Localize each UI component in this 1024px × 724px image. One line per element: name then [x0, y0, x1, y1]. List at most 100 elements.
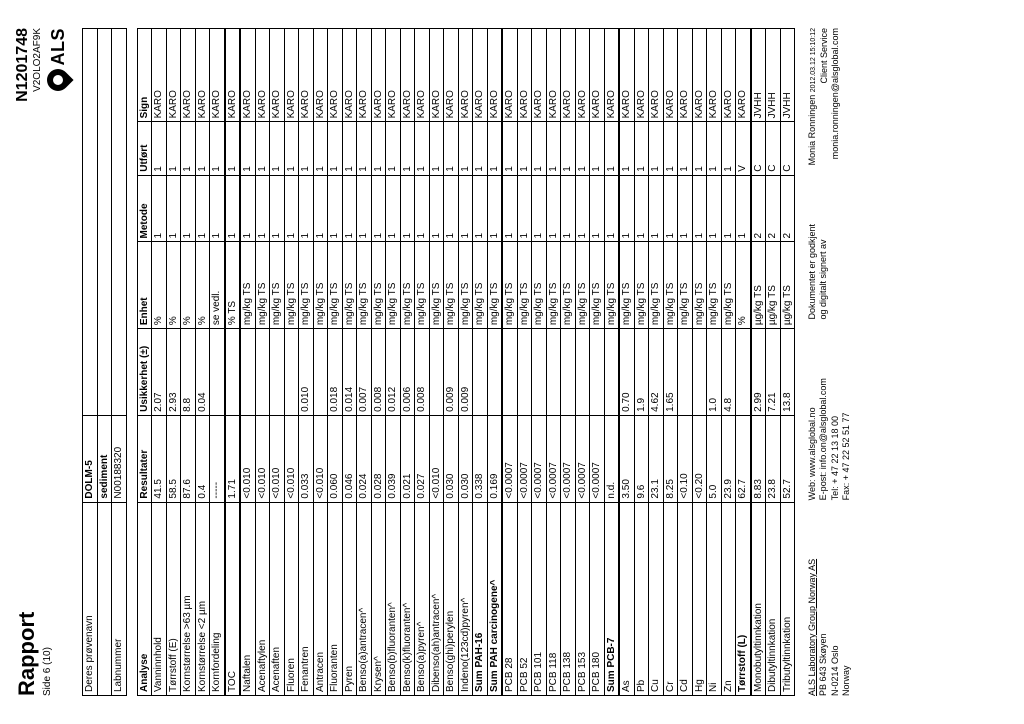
- contact-tel: Tel: + 47 22 13 18 00: [830, 378, 841, 500]
- cell-m: 1: [502, 175, 517, 242]
- table-row: Tørrstoff (E)58.52.93%11KARO: [166, 29, 181, 696]
- cell-r: 0.024: [357, 415, 372, 502]
- cell-r: 0.338: [473, 415, 488, 502]
- cell-m: 1: [707, 175, 722, 242]
- cell-e: se vedl.: [210, 242, 225, 329]
- page-indicator: Side 6 (10): [42, 612, 53, 696]
- footer: ALS Laboratory Group Norway AS PB 643 Sk…: [807, 28, 852, 696]
- sample-name: DOLM-5: [83, 415, 98, 502]
- cell-e: mg/kg TS: [240, 242, 255, 329]
- cell-m: 1: [166, 175, 181, 242]
- cell-s: KARO: [166, 29, 181, 122]
- cell-r: <0.0007: [502, 415, 517, 502]
- cell-u: 0.009: [444, 329, 459, 416]
- cell-f: 1: [195, 122, 210, 175]
- als-logo: ALS: [47, 28, 69, 92]
- cell-e: %: [166, 242, 181, 329]
- cell-m: 1: [678, 175, 693, 242]
- cell-m: 1: [270, 175, 285, 242]
- cell-u: 1.65: [663, 329, 678, 416]
- cell-r: <0.0007: [590, 415, 605, 502]
- sample-label: Deres prøvenavn: [83, 502, 98, 695]
- cell-s: KARO: [487, 29, 502, 122]
- results-table: Analyse Resultater Usikkerhet (±) Enhet …: [137, 28, 796, 696]
- cell-a: Dibenso(ah)antracen^: [429, 502, 444, 695]
- cell-e: mg/kg TS: [284, 242, 299, 329]
- sample-row: Deres prøvenavn DOLM-5: [83, 29, 98, 696]
- cell-m: 1: [575, 175, 590, 242]
- cell-a: Monobutyltinnkation: [751, 502, 766, 695]
- cell-u: 0.006: [400, 329, 415, 416]
- contact-web: Web: www.alsglobal.no: [807, 378, 818, 500]
- cell-r: <0.010: [429, 415, 444, 502]
- cell-e: mg/kg TS: [400, 242, 415, 329]
- cell-f: C: [766, 122, 781, 175]
- cell-a: Benso(b)fluoranten^: [386, 502, 401, 695]
- footer-contact: Web: www.alsglobal.no E-post: info.on@al…: [807, 378, 852, 500]
- table-row: Benso(a)antracen^0.0240.007mg/kg TS11KAR…: [357, 29, 372, 696]
- cell-u: [225, 329, 241, 416]
- table-row: Dibenso(ah)antracen^<0.010mg/kg TS11KARO: [429, 29, 444, 696]
- table-row: Acenaftylen<0.010mg/kg TS11KARO: [255, 29, 270, 696]
- cell-u: 13.8: [780, 329, 795, 416]
- cell-r: <0.0007: [575, 415, 590, 502]
- cell-e: mg/kg TS: [590, 242, 605, 329]
- cell-e: mg/kg TS: [604, 242, 619, 329]
- table-row: PCB 138<0.0007mg/kg TS11KARO: [561, 29, 576, 696]
- cell-r: 1.71: [225, 415, 241, 502]
- cell-r: n.d.: [604, 415, 619, 502]
- cell-s: KARO: [386, 29, 401, 122]
- cell-a: Sum PAH-16: [473, 502, 488, 695]
- sign-timestamp: 2012.03.12 15:10:12: [810, 28, 817, 92]
- cell-r: <0.010: [284, 415, 299, 502]
- cell-r: 0.060: [328, 415, 343, 502]
- cell-s: KARO: [517, 29, 532, 122]
- cell-e: µg/kg TS: [766, 242, 781, 329]
- cell-u: 0.018: [328, 329, 343, 416]
- cell-s: KARO: [152, 29, 167, 122]
- cell-r: 52.7: [780, 415, 795, 502]
- table-body: Vanninnhold41.52.07%11KAROTørrstoff (E)5…: [152, 29, 795, 696]
- cell-r: 0.028: [371, 415, 386, 502]
- table-row: Pb9.61.9mg/kg TS11KARO: [634, 29, 649, 696]
- cell-u: [532, 329, 547, 416]
- cell-e: mg/kg TS: [575, 242, 590, 329]
- contact-fax: Fax: + 47 22 52 51 77: [841, 378, 852, 500]
- table-row: PCB 101<0.0007mg/kg TS11KARO: [532, 29, 547, 696]
- cell-u: 7.21: [766, 329, 781, 416]
- table-row: As3.500.70mg/kg TS11KARO: [619, 29, 634, 696]
- cell-m: 1: [546, 175, 561, 242]
- cell-m: 1: [328, 175, 343, 242]
- table-row: Tørrstoff (L)62.7%1VKARO: [736, 29, 751, 696]
- cell-u: [604, 329, 619, 416]
- cell-a: Tributyltinnkation: [780, 502, 795, 695]
- table-row: Vanninnhold41.52.07%11KARO: [152, 29, 167, 696]
- cell-e: mg/kg TS: [721, 242, 736, 329]
- cell-empty: [97, 502, 112, 695]
- cell-m: 1: [487, 175, 502, 242]
- table-row: Acenaften<0.010mg/kg TS11KARO: [270, 29, 285, 696]
- cell-e: mg/kg TS: [255, 242, 270, 329]
- cell-f: 1: [707, 122, 722, 175]
- cell-s: KARO: [619, 29, 634, 122]
- cell-e: %: [736, 242, 751, 329]
- cell-f: 1: [473, 122, 488, 175]
- table-header-row: Analyse Resultater Usikkerhet (±) Enhet …: [137, 29, 152, 696]
- cell-m: 1: [444, 175, 459, 242]
- company-addr2: N-0214 Oslo: [830, 559, 841, 696]
- cell-e: mg/kg TS: [634, 242, 649, 329]
- cell-a: PCB 118: [546, 502, 561, 695]
- col-enhet: Enhet: [137, 242, 152, 329]
- cell-r: 9.6: [634, 415, 649, 502]
- cell-u: [473, 329, 488, 416]
- table-row: PCB 28<0.0007mg/kg TS11KARO: [502, 29, 517, 696]
- cell-f: 1: [590, 122, 605, 175]
- cell-f: 1: [429, 122, 444, 175]
- cell-s: JVHH: [780, 29, 795, 122]
- cell-u: 0.010: [299, 329, 314, 416]
- cell-r: 0.030: [444, 415, 459, 502]
- cell-a: Fluoren: [284, 502, 299, 695]
- cell-u: 0.70: [619, 329, 634, 416]
- cell-s: KARO: [357, 29, 372, 122]
- cell-f: 1: [678, 122, 693, 175]
